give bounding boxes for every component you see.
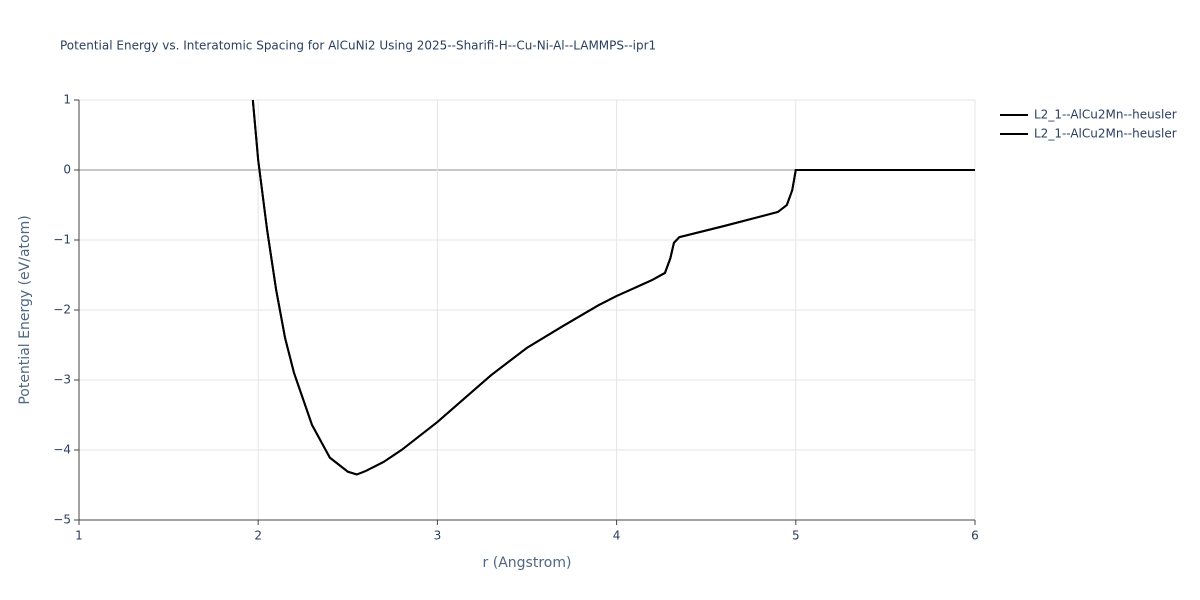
y-tick-label: 1 [63,93,71,107]
x-tick-label: 5 [792,529,800,543]
y-tick-label: −5 [53,513,71,527]
legend-text: L2_1--AlCu2Mn--heusler [1034,108,1177,122]
y-tick-label: 0 [63,163,71,177]
y-tick-label: −2 [53,303,71,317]
x-tick-label: 6 [971,529,979,543]
x-axis-title: r (Angstrom) [483,555,572,571]
x-tick-label: 1 [75,529,83,543]
y-tick-label: −4 [53,443,71,457]
y-axis-title: Potential Energy (eV/atom) [17,215,33,404]
x-tick-label: 4 [613,529,621,543]
legend-text: L2_1--AlCu2Mn--heusler [1034,127,1177,141]
y-tick-label: −1 [53,233,71,247]
line-series [251,99,975,476]
line-series [251,99,975,476]
x-tick-label: 3 [434,529,442,543]
chart-title: Potential Energy vs. Interatomic Spacing… [60,39,656,53]
x-tick-label: 2 [254,529,262,543]
y-tick-label: −3 [53,373,71,387]
